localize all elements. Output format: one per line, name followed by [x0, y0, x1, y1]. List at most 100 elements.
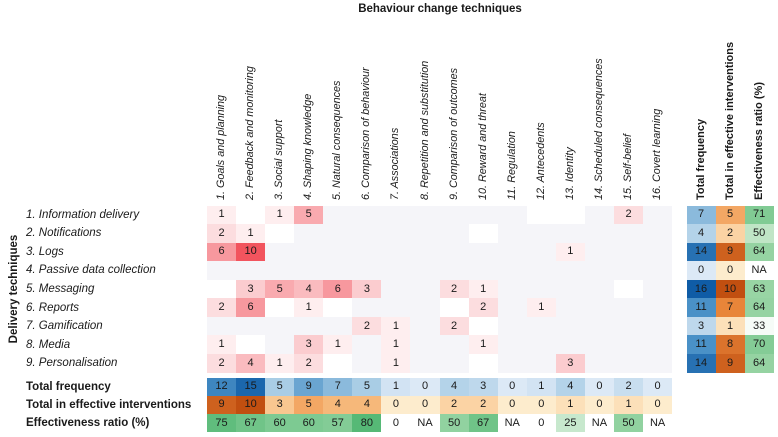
matrix-cell: [439, 353, 469, 373]
row-summary-cell: 8: [715, 335, 745, 354]
row-label: 8. Media: [26, 338, 71, 351]
matrix-cell: [643, 298, 673, 317]
column-summary-cell: 0: [381, 414, 411, 433]
matrix-cell: 4: [294, 279, 324, 299]
matrix-cell: [323, 298, 353, 317]
summary-col-header: Effectiveness ratio (%): [752, 82, 765, 200]
y-axis-label: Delivery techniques: [8, 234, 20, 344]
column-summary-cell: 0: [584, 377, 614, 396]
matrix-cell: [439, 242, 469, 262]
column-summary-cell: 1: [555, 395, 585, 415]
matrix-cell: [265, 316, 295, 336]
matrix-cell: 2: [294, 353, 324, 373]
column-summary-cell: 1: [613, 395, 644, 415]
summary-col-header: Total in effective interventions: [723, 41, 736, 200]
matrix-cell: 1: [294, 298, 324, 317]
row-summary-cell: 16: [686, 279, 716, 299]
col-header: 8. Repetition and substitution: [418, 60, 431, 200]
row-summary-cell: 71: [744, 205, 774, 225]
matrix-cell: [323, 316, 353, 336]
matrix-cell: [643, 205, 673, 225]
summary-row-label: Total in effective interventions: [26, 398, 192, 411]
column-summary-cell: 10: [236, 395, 266, 415]
matrix-cell: [207, 316, 237, 336]
matrix-cell: 3: [294, 335, 324, 354]
column-summary-cell: 2: [439, 395, 469, 415]
column-summary-cell: 60: [265, 414, 295, 433]
column-summary-cell: 0: [497, 395, 527, 415]
matrix-cell: 1: [381, 335, 411, 354]
row-label: 1. Information delivery: [26, 208, 140, 221]
matrix-cell: [236, 261, 266, 280]
matrix-cell: [352, 335, 382, 354]
column-summary-cell: 7: [323, 377, 353, 396]
column-summary-cell: 1: [381, 377, 411, 396]
row-label: 7. Gamification: [26, 320, 103, 333]
matrix-cell: [236, 335, 266, 354]
matrix-cell: [643, 279, 673, 299]
matrix-cell: 1: [555, 242, 585, 262]
matrix-cell: 2: [207, 353, 237, 373]
row-summary-cell: 63: [744, 279, 774, 299]
row-summary-cell: 33: [744, 316, 774, 336]
column-summary-cell: 0: [381, 395, 411, 415]
matrix-cell: [643, 353, 673, 373]
matrix-cell: 6: [207, 242, 237, 262]
summary-col-header: Total frequency: [694, 118, 707, 200]
column-summary-cell: 2: [468, 395, 498, 415]
matrix-cell: [294, 261, 324, 280]
matrix-cell: [584, 298, 614, 317]
matrix-cell: 6: [236, 298, 266, 317]
column-summary-cell: 0: [410, 395, 440, 415]
col-header: 16. Covert learning: [651, 108, 664, 200]
row-summary-cell: 2: [715, 224, 745, 243]
column-summary-cell: 3: [265, 395, 295, 415]
column-summary-cell: 60: [294, 414, 324, 433]
col-header: 1. Goals and planning: [215, 94, 228, 200]
matrix-cell: [643, 242, 673, 262]
matrix-cell: [497, 261, 527, 280]
column-summary-cell: 4: [439, 377, 469, 396]
row-summary-cell: 4: [686, 224, 716, 243]
matrix-cell: [526, 224, 556, 243]
matrix-cell: [584, 316, 614, 336]
col-header: 4. Shaping knowledge: [302, 93, 315, 200]
column-summary-cell: 0: [526, 395, 556, 415]
matrix-cell: [207, 261, 237, 280]
summary-row-label: Effectiveness ratio (%): [26, 417, 150, 430]
column-summary-cell: 1: [526, 377, 556, 396]
col-header: 3. Social support: [273, 119, 286, 200]
row-summary-cell: 9: [715, 242, 745, 262]
column-summary-cell: 80: [352, 414, 382, 433]
row-label: 5. Messaging: [26, 283, 95, 295]
matrix-cell: [584, 261, 614, 280]
matrix-cell: [410, 298, 440, 317]
matrix-cell: [497, 298, 527, 317]
matrix-cell: [643, 335, 673, 354]
matrix-cell: [381, 224, 411, 243]
matrix-cell: [613, 279, 644, 299]
matrix-cell: [468, 224, 498, 243]
matrix-cell: [265, 224, 295, 243]
matrix-cell: 3: [555, 353, 585, 373]
matrix-cell: [410, 316, 440, 336]
column-summary-cell: 9: [294, 377, 324, 396]
matrix-cell: [584, 224, 614, 243]
matrix-cell: [497, 335, 527, 354]
row-summary-cell: 50: [744, 224, 774, 243]
matrix-cell: [526, 279, 556, 299]
matrix-cell: [265, 298, 295, 317]
matrix-cell: [352, 353, 382, 373]
column-summary-cell: 5: [294, 395, 324, 415]
row-summary-cell: 64: [744, 298, 774, 317]
matrix-cell: 1: [323, 335, 353, 354]
matrix-cell: [584, 205, 614, 225]
matrix-cell: [439, 205, 469, 225]
col-header: 11. Regulation: [505, 131, 518, 200]
row-summary-cell: 1: [715, 316, 745, 336]
column-summary-cell: 0: [584, 395, 614, 415]
col-header: 6. Comparison of behaviour: [360, 67, 373, 200]
matrix-cell: [410, 335, 440, 354]
row-summary-cell: 7: [715, 298, 745, 317]
matrix-cell: [439, 224, 469, 243]
